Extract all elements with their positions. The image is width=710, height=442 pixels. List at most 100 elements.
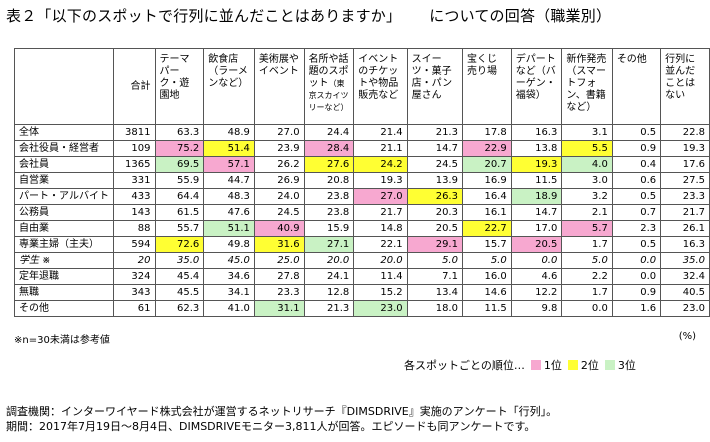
value-cell: 23.0 [353, 300, 408, 317]
value-cell: 5.7 [561, 220, 613, 237]
value-cell: 0.0 [611, 268, 662, 285]
column-header-text: 名所や話題のスポット [308, 54, 349, 89]
row-label: 全体 [14, 124, 114, 141]
table-row: 学生 ※ 20 35.0 45.0 25.0 20.0 20.0 5.0 5.0 0.0 5.0 0.… [14, 252, 710, 269]
value-cell: 0.0 [510, 252, 563, 269]
value-cell: 22.7 [461, 220, 512, 237]
value-cell: 18.9 [510, 188, 563, 205]
value-cell: 27.5 [660, 172, 710, 189]
value-cell: 45.5 [154, 284, 205, 301]
column-header-text: テーマパーク・遊園地 [159, 54, 190, 101]
legend-swatch-rank3 [604, 360, 615, 370]
value-cell: 15.2 [353, 284, 408, 301]
value-cell: 14.6 [461, 284, 512, 301]
value-cell: 61.5 [154, 204, 205, 221]
survey-footer: 調査機関：インターワイヤード株式会社が運営するネットリサーチ『DIMSDRIVE… [6, 404, 557, 434]
column-header-text: 飲食店（ラーメンなど） [208, 54, 249, 89]
title-sub: についての回答（職業別） [429, 7, 612, 25]
value-cell: 0.9 [611, 284, 662, 301]
unit-label: (%) [678, 331, 696, 342]
value-cell: 21.7 [660, 204, 710, 221]
page-title: 表２「以下のスポットで行列に並んだことはありますか」 についての回答（職業別） [6, 5, 611, 26]
value-cell: 49.8 [203, 236, 255, 253]
value-cell: 27.8 [253, 268, 305, 285]
value-cell: 0.0 [561, 300, 613, 317]
value-cell: 47.6 [203, 204, 255, 221]
value-cell: 21.1 [353, 140, 408, 157]
value-cell: 4.0 [561, 156, 613, 173]
row-label: 公務員 [14, 204, 114, 221]
value-cell: 2.3 [611, 220, 662, 237]
column-header-text: 合計 [130, 80, 151, 92]
value-cell: 4.6 [510, 268, 563, 285]
value-cell: 75.2 [154, 140, 205, 157]
column-header: 名所や話題のスポット（東京スカイツリーなど） [303, 48, 355, 125]
value-cell: 20.8 [303, 172, 355, 189]
total-cell: 433 [113, 188, 156, 205]
value-cell: 41.0 [203, 300, 255, 317]
column-header: 新作発売（スマートフォン、書籍など） [561, 48, 613, 125]
value-cell: 48.3 [203, 188, 255, 205]
value-cell: 35.0 [660, 252, 710, 269]
value-cell: 55.7 [154, 220, 205, 237]
value-cell: 26.1 [660, 220, 710, 237]
value-cell: 27.6 [303, 156, 355, 173]
row-label: 自由業 [14, 220, 114, 237]
column-header-text: 宝くじ売り場 [466, 54, 497, 77]
value-cell: 11.5 [461, 300, 512, 317]
value-cell: 12.2 [510, 284, 563, 301]
value-cell: 0.6 [611, 172, 662, 189]
table-row: 全体 3811 63.3 48.9 27.0 24.4 21.4 21.3 17.8 16.3 3.… [14, 124, 710, 141]
total-cell: 20 [113, 252, 156, 269]
value-cell: 17.0 [510, 220, 563, 237]
table-row: 公務員 143 61.5 47.6 24.5 23.8 21.7 20.3 16.1 14.7 2.… [14, 204, 710, 221]
value-cell: 24.4 [303, 124, 355, 141]
header-row: 合計 テーマパーク・遊園地 飲食店（ラーメンなど） 美術展やイベント 名所や話題のスポッ… [14, 48, 710, 125]
value-cell: 64.4 [154, 188, 205, 205]
value-cell: 13.8 [510, 140, 563, 157]
column-header: 飲食店（ラーメンなど） [203, 48, 255, 125]
value-cell: 11.4 [353, 268, 408, 285]
total-cell: 3811 [113, 124, 156, 141]
table-row: 会社員 1365 69.5 57.1 26.2 27.6 24.2 24.5 20.7 19.3 4… [14, 156, 710, 173]
row-label: 専業主婦（主夫） [14, 236, 114, 253]
value-cell: 24.5 [406, 156, 463, 173]
column-header: イベントのチケットや物品販売など [353, 48, 408, 125]
legend-swatch-rank1 [530, 360, 541, 370]
value-cell: 19.3 [353, 172, 408, 189]
value-cell: 17.8 [461, 124, 512, 141]
total-cell: 343 [113, 284, 156, 301]
value-cell: 16.0 [461, 268, 512, 285]
value-cell: 25.0 [253, 252, 305, 269]
row-label: パート・アルバイト [14, 188, 114, 205]
value-cell: 0.5 [611, 124, 662, 141]
row-label: 会社員 [14, 156, 114, 173]
title-main: 表２「以下のスポットで行列に並んだことはありますか」 [6, 7, 402, 25]
value-cell: 51.1 [203, 220, 255, 237]
value-cell: 69.5 [154, 156, 205, 173]
value-cell: 5.0 [406, 252, 463, 269]
column-header: 合計 [113, 48, 156, 125]
value-cell: 26.9 [253, 172, 305, 189]
table-row: 会社役員・経営者 109 75.2 51.4 23.9 28.4 21.1 14.7 22.9 1… [14, 140, 710, 157]
value-cell: 20.7 [461, 156, 512, 173]
total-cell: 143 [113, 204, 156, 221]
footer-line-2: 期間：2017年7月19日～8月4日、DIMSDRIVEモニター3,811人が回… [6, 420, 536, 433]
value-cell: 44.7 [203, 172, 255, 189]
value-cell: 24.5 [253, 204, 305, 221]
value-cell: 23.3 [253, 284, 305, 301]
value-cell: 20.3 [406, 204, 463, 221]
table-row: 自由業 88 55.7 51.1 40.9 15.9 14.8 20.5 22.7 17.0 5.7… [14, 220, 710, 237]
total-cell: 594 [113, 236, 156, 253]
table-row: 自営業 331 55.9 44.7 26.9 20.8 19.3 13.9 16.9 11.5 3.… [14, 172, 710, 189]
value-cell: 21.3 [406, 124, 463, 141]
value-cell: 24.1 [303, 268, 355, 285]
value-cell: 1.7 [561, 284, 613, 301]
occupation-table: 合計 テーマパーク・遊園地 飲食店（ラーメンなど） 美術展やイベント 名所や話題のスポッ… [14, 48, 710, 317]
column-header: 美術展やイベント [253, 48, 305, 125]
column-header-text: 新作発売（スマートフォン、書籍など） [566, 54, 607, 113]
value-cell: 20.5 [406, 220, 463, 237]
value-cell: 26.2 [253, 156, 305, 173]
value-cell: 16.9 [461, 172, 512, 189]
value-cell: 13.9 [406, 172, 463, 189]
